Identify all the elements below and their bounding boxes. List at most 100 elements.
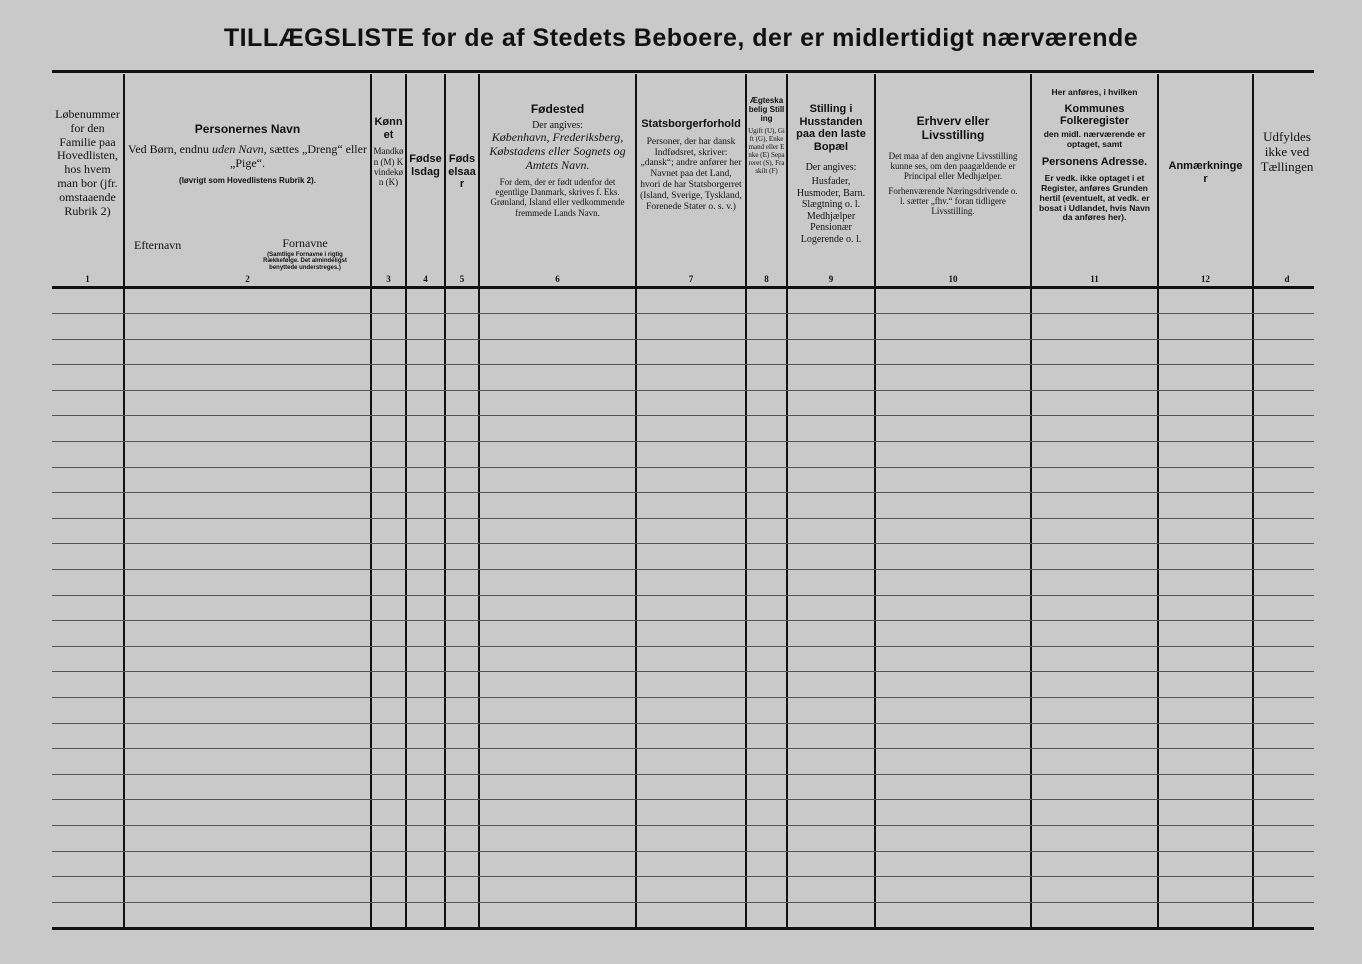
text: Husfader, Husmoder, Barn. Slægtning o. l… [796, 176, 866, 245]
col-2-title: Personernes Navn [194, 122, 301, 136]
column-divider [405, 74, 407, 930]
text: Forhenværende Næringsdrivende o. l. sætt… [888, 185, 1018, 217]
col-number: 12 [1201, 274, 1210, 284]
col-11-title-2: Personens Adresse. [1041, 155, 1148, 168]
column-divider [1030, 74, 1032, 930]
col-number: 2 [245, 274, 250, 284]
column-divider [635, 74, 637, 930]
text: Er vedk. ikke optaget i et Register, anf… [1039, 173, 1150, 223]
column-divider [786, 74, 788, 930]
form-row-line [52, 543, 1314, 545]
col-2-note: (Iøvrigt som Hovedlistens Rubrik 2). [179, 176, 316, 186]
efternavn-label: Efternavn [134, 238, 182, 253]
col-number: 9 [828, 274, 834, 284]
col-6-title: Fødested [530, 102, 585, 116]
col-12-header: Anmærkninger 12 [1159, 78, 1252, 285]
column-divider [123, 74, 125, 930]
col-7-header: Statsborgerforhold Personer, der har dan… [637, 78, 745, 285]
text: Ugift (U), Gift (G), Enkemand eller Enke… [748, 126, 785, 175]
col-d-header: Udfyldes ikke ved Tællingen d [1254, 78, 1320, 285]
col-3-title: Kønnet [374, 116, 403, 141]
text: Der angives: [532, 119, 583, 131]
col-1-text: Løbenummer for den Familie paa Hovedlist… [55, 107, 120, 218]
column-divider [370, 74, 372, 930]
col-3-text: Mandkøn (M) Kvindekøn (K) [373, 146, 404, 188]
column-divider [1157, 74, 1159, 930]
form-row-line [52, 773, 1314, 775]
column-divider [745, 74, 747, 930]
col-9-title: Stilling i Husstanden paa den laste Bopæ… [796, 103, 866, 153]
col-8-header: Ægteskabelig Stilling Ugift (U), Gift (G… [747, 78, 786, 285]
col-number: d [1284, 274, 1290, 284]
form-row-line [52, 722, 1314, 724]
fornavne-group: Fornavne (Samtlige Fornavne i rigtig Ræk… [249, 237, 361, 271]
col-12-title: Anmærkninger [1168, 160, 1243, 185]
form-row-line [52, 748, 1314, 750]
col-9-header: Stilling i Husstanden paa den laste Bopæ… [788, 78, 874, 285]
form-row-line [52, 569, 1314, 570]
column-divider [478, 74, 480, 930]
col-number: 4 [423, 274, 428, 284]
form-row-line [52, 799, 1314, 801]
form-row-line [52, 620, 1314, 622]
form-row-line [52, 415, 1314, 417]
text: , sættes „Dreng“ eller „Pige“. [230, 141, 367, 170]
form-row-line [52, 825, 1314, 826]
col-5-title: Fødselsaar [448, 153, 476, 191]
fornavne-label: Fornavne [282, 236, 328, 251]
text: Personer, der har dansk Indfødsret, skri… [640, 136, 742, 213]
col-2-header: Personernes Navn Ved Børn, endnu uden Na… [125, 78, 370, 285]
top-rule [52, 70, 1314, 73]
col-number: 6 [555, 274, 560, 284]
text: Ved Børn, endnu [128, 141, 213, 156]
col-2-text: Ved Børn, endnu uden Navn, sættes „Dreng… [128, 141, 367, 171]
column-divider [444, 74, 446, 930]
column-divider [1252, 74, 1254, 930]
form-row-line [52, 594, 1314, 596]
form-row-line [52, 671, 1314, 673]
form-row-line [52, 338, 1314, 340]
col-11-header: Her anføres, i hvilken Kommunes Folkereg… [1032, 78, 1157, 285]
form-row-line [52, 697, 1314, 698]
form-row-line [52, 876, 1314, 878]
column-divider [874, 74, 876, 930]
text: For dem, der er født udenfor det egentli… [490, 176, 625, 218]
col-5-header: Fødselsaar 5 [446, 78, 478, 285]
col-3-header: Kønnet Mandkøn (M) Kvindekøn (K) 3 [372, 78, 405, 285]
text: Her anføres, i hvilken [1051, 87, 1138, 97]
col-6-header: Fødested Der angives: København, Frederi… [480, 78, 635, 285]
form-row-line [52, 645, 1314, 647]
col-10-title: Erhverv eller Livsstilling [916, 114, 990, 142]
form-row-line [52, 466, 1314, 468]
col-7-title: Statsborgerforhold [641, 118, 741, 130]
text: den midl. nærværende er optaget, samt [1043, 129, 1146, 149]
bottom-rule [52, 927, 1314, 930]
col-4-title: Fødselsdag [409, 153, 442, 178]
col-11-title: Kommunes Folkeregister [1059, 102, 1130, 128]
form-row-line [52, 364, 1314, 366]
form-row-line [52, 517, 1314, 519]
fornavne-note: (Samtlige Fornavne i rigtig Rækkefølge. … [263, 252, 347, 271]
col-1-header: Løbenummer for den Familie paa Hovedlist… [52, 78, 123, 285]
form-row-line [52, 901, 1314, 903]
col-8-title: Ægteskabelig Stilling [748, 96, 785, 124]
col-number: 7 [688, 274, 694, 284]
col-10-header: Erhverv eller Livsstilling Det maa af de… [876, 78, 1030, 285]
col-number: 3 [386, 274, 391, 284]
form-row-line [52, 850, 1314, 852]
col-number: 8 [764, 274, 769, 284]
col-number: 1 [85, 274, 90, 284]
text: uden Navn [212, 141, 264, 156]
form-row-line [52, 389, 1314, 391]
text: København, Frederiksberg, Købstadens ell… [489, 130, 626, 172]
col-number: 10 [948, 274, 958, 284]
name-subheaders: Efternavn Fornavne (Samtlige Fornavne i … [128, 237, 367, 271]
header-bottom-rule [52, 286, 1314, 289]
col-4-header: Fødselsdag 4 [407, 78, 444, 285]
form-row-line [52, 492, 1314, 494]
col-number: 5 [459, 274, 465, 284]
text: Det maa af den angivne Livsstilling kunn… [888, 150, 1018, 182]
form-title: TILLÆGSLISTE for de af Stedets Beboere, … [223, 24, 1139, 52]
form-row-line [52, 441, 1314, 442]
text: Der angives: [805, 161, 857, 173]
